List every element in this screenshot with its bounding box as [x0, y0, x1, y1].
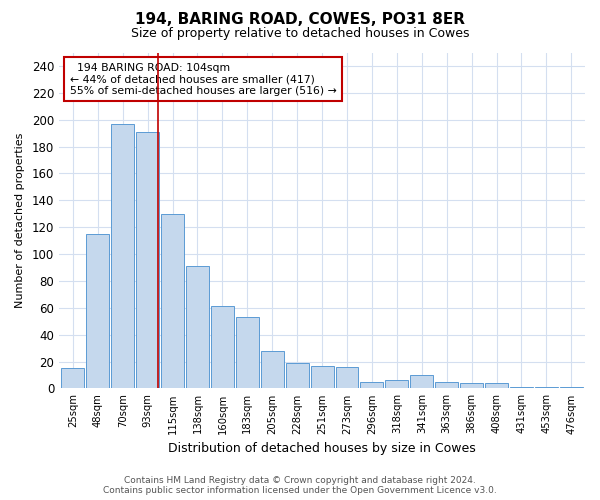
Bar [86, 234, 109, 388]
Bar [460, 383, 483, 388]
Bar [361, 382, 383, 388]
Bar [510, 387, 533, 388]
Y-axis label: Number of detached properties: Number of detached properties [15, 133, 25, 308]
Bar [535, 387, 558, 388]
Bar [261, 351, 284, 389]
Bar [335, 367, 358, 388]
Bar [211, 306, 234, 388]
Bar [485, 383, 508, 388]
Bar [236, 317, 259, 388]
Bar [286, 363, 308, 388]
Bar [61, 368, 85, 388]
Bar [435, 382, 458, 388]
Bar [560, 387, 583, 388]
Bar [161, 214, 184, 388]
Text: Size of property relative to detached houses in Cowes: Size of property relative to detached ho… [131, 28, 469, 40]
Text: 194, BARING ROAD, COWES, PO31 8ER: 194, BARING ROAD, COWES, PO31 8ER [135, 12, 465, 28]
Bar [311, 366, 334, 388]
Bar [410, 375, 433, 388]
Text: Contains HM Land Registry data © Crown copyright and database right 2024.
Contai: Contains HM Land Registry data © Crown c… [103, 476, 497, 495]
Text: 194 BARING ROAD: 104sqm
← 44% of detached houses are smaller (417)
55% of semi-d: 194 BARING ROAD: 104sqm ← 44% of detache… [70, 62, 337, 96]
Bar [111, 124, 134, 388]
Bar [186, 266, 209, 388]
Bar [385, 380, 409, 388]
X-axis label: Distribution of detached houses by size in Cowes: Distribution of detached houses by size … [168, 442, 476, 455]
Bar [136, 132, 159, 388]
